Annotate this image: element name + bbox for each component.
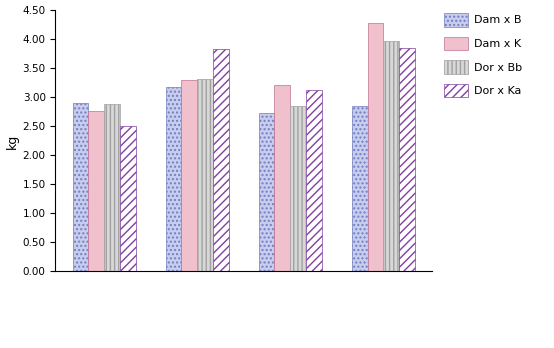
- Bar: [274, 85, 290, 271]
- Bar: [352, 106, 367, 271]
- Legend: Dam x B, Dam x K, Dor x Bb, Dor x Ka: Dam x B, Dam x K, Dor x Bb, Dor x Ka: [442, 11, 524, 100]
- Bar: [197, 79, 213, 271]
- Bar: [73, 103, 88, 271]
- Bar: [181, 80, 197, 271]
- Y-axis label: kg: kg: [6, 133, 18, 149]
- Bar: [213, 49, 229, 271]
- Bar: [367, 23, 383, 271]
- Bar: [88, 111, 104, 271]
- Bar: [104, 104, 120, 271]
- Bar: [399, 48, 415, 271]
- Bar: [290, 105, 306, 271]
- Bar: [120, 126, 136, 271]
- Bar: [383, 41, 399, 271]
- Bar: [259, 113, 274, 271]
- Bar: [306, 90, 322, 271]
- Bar: [166, 87, 181, 271]
